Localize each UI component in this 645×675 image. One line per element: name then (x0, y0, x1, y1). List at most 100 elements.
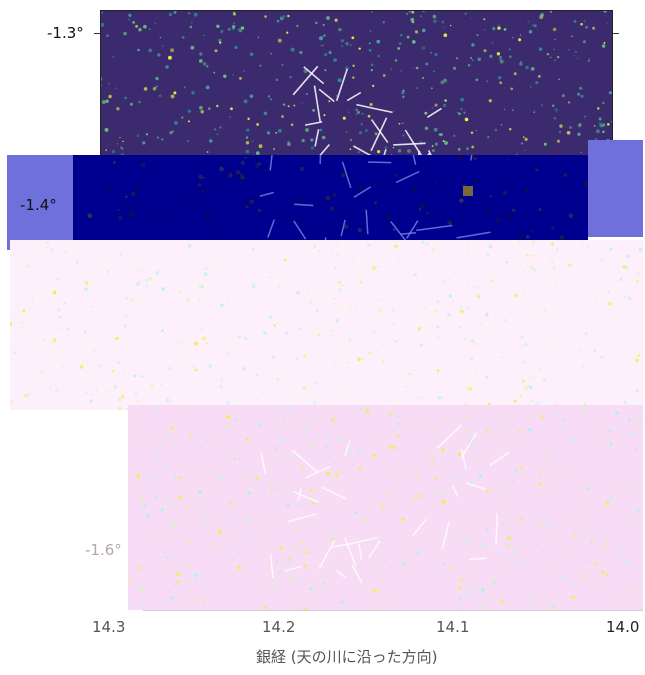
star-point (205, 342, 208, 345)
star-point (195, 598, 199, 602)
star-point (564, 298, 568, 302)
star-streak (351, 564, 363, 584)
star-point (387, 469, 390, 472)
star-point (590, 559, 594, 562)
starfield-top-svg (100, 10, 613, 156)
star-point (517, 236, 521, 240)
star-point (173, 10, 177, 14)
star-point (315, 309, 319, 313)
star-point (440, 80, 445, 85)
star-point (302, 386, 306, 390)
star-point (107, 186, 111, 191)
star-point (641, 585, 643, 589)
star-point (464, 12, 467, 15)
star-point (176, 362, 180, 366)
star-point (210, 272, 212, 274)
star-point (326, 471, 331, 476)
star-point (424, 305, 428, 309)
star-point (171, 426, 175, 430)
star-point (592, 26, 596, 30)
star-point (200, 285, 204, 289)
star-point (325, 195, 331, 201)
star-point (186, 600, 188, 602)
star-point (422, 397, 425, 400)
star-point (370, 68, 374, 72)
star-point (402, 89, 405, 93)
star-point (263, 484, 267, 489)
star-point (194, 579, 197, 582)
star-point (240, 26, 245, 30)
bright-source (463, 186, 473, 196)
star-point (262, 391, 265, 394)
star-point (219, 166, 224, 172)
star-point (554, 59, 556, 61)
star-point (474, 440, 477, 443)
star-point (409, 373, 411, 375)
star-point (198, 489, 203, 494)
star-point (542, 378, 546, 382)
star-streak (294, 203, 314, 207)
star-point (394, 413, 397, 417)
star-point (74, 286, 77, 289)
star-point (179, 432, 182, 435)
star-point (305, 92, 309, 96)
star-point (143, 504, 147, 508)
star-point (207, 499, 210, 502)
star-streak (460, 449, 467, 470)
star-point (498, 76, 502, 80)
star-point (629, 491, 632, 494)
star-point (571, 35, 574, 38)
star-point (413, 186, 418, 191)
star-point (118, 407, 122, 410)
star-point (57, 309, 59, 311)
star-point (530, 66, 535, 71)
star-point (323, 114, 326, 117)
star-point (199, 446, 203, 449)
star-point (539, 414, 544, 419)
star-point (205, 512, 208, 515)
star-point (277, 285, 280, 288)
star-point (342, 116, 346, 120)
star-point (245, 271, 248, 274)
star-point (532, 268, 536, 272)
star-point (351, 464, 354, 468)
star-point (145, 249, 148, 252)
star-point (392, 228, 396, 231)
star-point (246, 516, 251, 521)
star-point (539, 15, 544, 20)
star-point (558, 393, 561, 397)
star-point (245, 149, 250, 154)
star-point (232, 558, 236, 562)
star-point (457, 452, 462, 456)
star-point (229, 507, 232, 511)
star-point (551, 537, 554, 540)
star-point (377, 150, 381, 154)
star-point (289, 531, 291, 533)
star-point (156, 136, 159, 139)
star-point (629, 505, 631, 507)
star-point (382, 360, 385, 363)
star-point (129, 580, 132, 583)
star-point (309, 300, 312, 304)
star-point (301, 138, 305, 143)
star-point (361, 414, 365, 417)
star-point (552, 104, 555, 107)
star-point (187, 563, 191, 567)
star-point (518, 262, 522, 266)
star-point (524, 188, 529, 192)
star-point (290, 47, 295, 52)
star-point (41, 351, 44, 354)
star-point (124, 287, 128, 291)
star-point (249, 199, 255, 204)
star-point (339, 460, 341, 463)
star-point (535, 402, 538, 405)
star-point (227, 297, 230, 300)
star-point (122, 140, 124, 143)
star-point (352, 64, 355, 67)
star-point (331, 528, 335, 532)
star-point (452, 530, 455, 533)
star-point (580, 151, 582, 154)
star-point (349, 43, 352, 47)
star-point (198, 183, 202, 187)
star-point (434, 477, 438, 481)
